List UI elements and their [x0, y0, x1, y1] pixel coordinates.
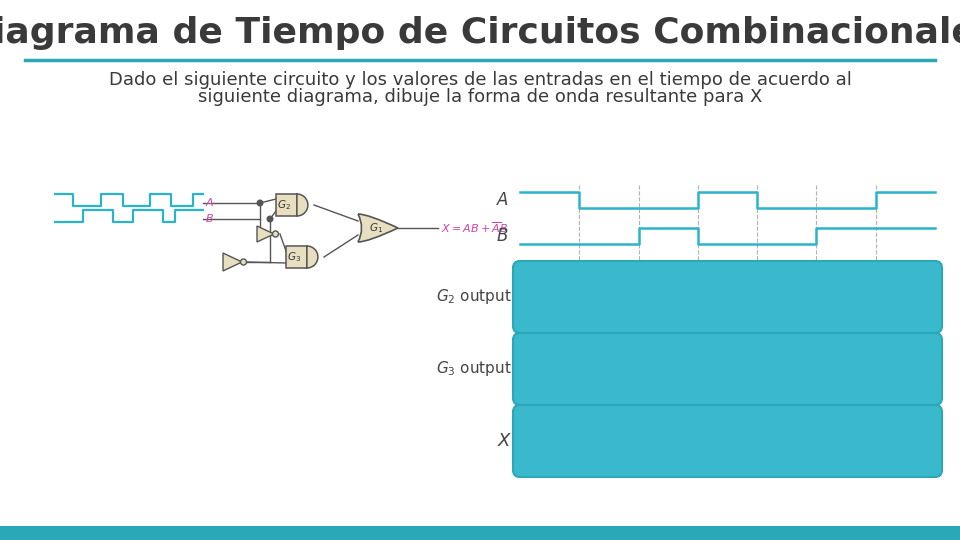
Text: $G_2$: $G_2$ — [277, 198, 291, 212]
Text: B: B — [496, 227, 508, 245]
Circle shape — [267, 216, 273, 222]
Text: Diagrama de Tiempo de Circuitos Combinacionales: Diagrama de Tiempo de Circuitos Combinac… — [0, 16, 960, 50]
Text: A: A — [206, 198, 214, 208]
Wedge shape — [297, 194, 308, 216]
Bar — [0, 526, 960, 540]
FancyBboxPatch shape — [513, 405, 942, 477]
Circle shape — [257, 200, 263, 206]
Text: Dado el siguiente circuito y los valores de las entradas en el tiempo de acuerdo: Dado el siguiente circuito y los valores… — [108, 71, 852, 89]
FancyBboxPatch shape — [276, 194, 297, 216]
Polygon shape — [223, 253, 242, 271]
FancyBboxPatch shape — [513, 333, 942, 405]
Circle shape — [241, 259, 247, 265]
Text: siguiente diagrama, dibuje la forma de onda resultante para X: siguiente diagrama, dibuje la forma de o… — [198, 88, 762, 106]
FancyBboxPatch shape — [286, 246, 307, 268]
Text: $G_1$: $G_1$ — [369, 221, 383, 235]
Polygon shape — [257, 226, 274, 242]
Text: $G_3$ output: $G_3$ output — [436, 360, 512, 379]
Text: B: B — [206, 214, 214, 224]
Text: $G_2$ output: $G_2$ output — [436, 287, 512, 307]
Circle shape — [273, 231, 278, 237]
Text: $G_3$: $G_3$ — [287, 250, 301, 264]
Text: $X = AB + \overline{A}B$: $X = AB + \overline{A}B$ — [441, 221, 508, 235]
Text: $X$: $X$ — [496, 432, 512, 450]
Text: A: A — [496, 191, 508, 209]
PathPatch shape — [358, 214, 398, 242]
FancyBboxPatch shape — [513, 261, 942, 333]
Wedge shape — [307, 246, 318, 268]
